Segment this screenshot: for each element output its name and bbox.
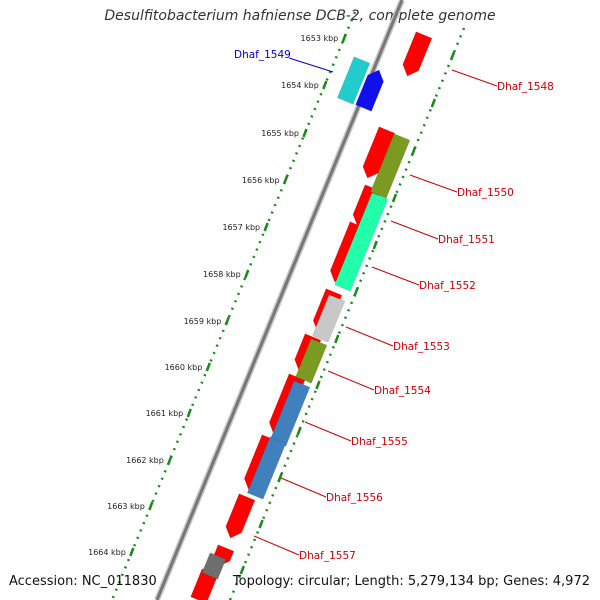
kbp-tick-mark [167, 455, 173, 465]
gene-label[interactable]: Dhaf_1550 [457, 187, 514, 199]
right-tick-ring [228, 27, 466, 600]
kbp-tick-mark [391, 193, 398, 203]
gene-leader-line [288, 57, 334, 73]
gene-arrow[interactable] [402, 31, 433, 77]
kbp-tick-mark [430, 98, 436, 108]
kbp-tick-mark [341, 33, 347, 43]
gene-leader-line [327, 370, 375, 391]
kbp-tick-label: 1661 kbp [146, 409, 184, 418]
kbp-tick-mark [449, 51, 456, 61]
gene-label[interactable]: Dhaf_1555 [351, 436, 408, 448]
kbp-tick-mark [148, 501, 154, 511]
gene-leader-line [304, 421, 352, 442]
gene-leader-line [390, 220, 439, 240]
kbp-tick-mark [244, 269, 250, 279]
gene-arrow[interactable] [370, 133, 411, 199]
kbp-tick-label: 1653 kbp [301, 34, 339, 43]
gene-label[interactable]: Dhaf_1557 [299, 550, 356, 562]
gene-leader-line [409, 174, 458, 193]
kbp-tick-mark [334, 334, 340, 344]
gene-arrow[interactable] [201, 552, 227, 580]
kbp-tick-label: 1659 kbp [184, 317, 222, 326]
kbp-tick-mark [296, 426, 302, 436]
kbp-tick-label: 1657 kbp [222, 223, 260, 232]
kbp-tick-mark [224, 316, 230, 326]
summary-text: Topology: circular; Length: 5,279,134 bp… [232, 574, 590, 589]
gene-arrow[interactable] [334, 192, 389, 292]
kbp-tick-label: 1664 kbp [88, 548, 126, 557]
kbp-tick-mark [411, 146, 417, 156]
kbp-tick-mark [282, 175, 289, 185]
kbp-tick-mark [263, 222, 269, 232]
kbp-tick-label: 1655 kbp [261, 129, 299, 138]
kbp-tick-label: 1654 kbp [281, 81, 319, 90]
gene-arrow[interactable] [362, 126, 396, 179]
gene-leader-line [345, 326, 394, 347]
gene-label[interactable]: Dhaf_1556 [326, 492, 383, 504]
gene-arrow[interactable] [295, 338, 328, 384]
kbp-tick-label: 1656 kbp [242, 176, 280, 185]
kbp-tick-label: 1663 kbp [107, 502, 145, 511]
kbp-tick-mark [277, 473, 283, 483]
gene-label[interactable]: Dhaf_1553 [393, 341, 450, 353]
gene-leader-line [280, 477, 327, 498]
kbp-tick-label: 1658 kbp [203, 270, 241, 279]
kbp-tick-mark [302, 128, 308, 138]
kbp-tick-label: 1662 kbp [126, 456, 164, 465]
accession-text: Accession: NC_011830 [9, 574, 157, 589]
kbp-tick-label: 1660 kbp [165, 363, 203, 372]
gene-label[interactable]: Dhaf_1548 [497, 81, 554, 93]
kbp-ticks: 1653 kbp 1654 kbp 1655 kbp 1656 kbp 1657 kbp… [88, 33, 456, 575]
gene-arrow[interactable] [312, 294, 346, 343]
gene-label[interactable]: Dhaf_1554 [374, 385, 431, 397]
gene-arrow[interactable] [337, 56, 371, 105]
gene-label[interactable]: Dhaf_1549 [234, 49, 291, 61]
kbp-tick-mark [129, 547, 135, 557]
gene-features [190, 31, 433, 600]
gene-arrow[interactable] [355, 69, 384, 112]
kbp-tick-mark [372, 240, 378, 250]
gene-leader-line [253, 535, 300, 556]
gene-arrow[interactable] [225, 493, 256, 539]
kbp-tick-mark [205, 362, 211, 372]
kbp-tick-mark [315, 380, 321, 390]
gene-labels: Dhaf_1549 Dhaf_1548 Dhaf_1550 Dhaf_1551 Dhaf… [234, 49, 554, 562]
gene-leader-line [451, 69, 498, 87]
gene-label[interactable]: Dhaf_1552 [419, 280, 476, 292]
gene-leader-line [371, 266, 420, 286]
kbp-tick-mark [322, 80, 328, 90]
gene-arrow[interactable] [269, 380, 311, 447]
gene-label[interactable]: Dhaf_1551 [438, 234, 495, 246]
kbp-tick-mark [353, 287, 359, 297]
kbp-tick-mark [239, 565, 245, 575]
kbp-tick-mark [186, 408, 192, 418]
kbp-tick-mark [258, 519, 264, 529]
gene-arrow[interactable] [246, 436, 287, 500]
